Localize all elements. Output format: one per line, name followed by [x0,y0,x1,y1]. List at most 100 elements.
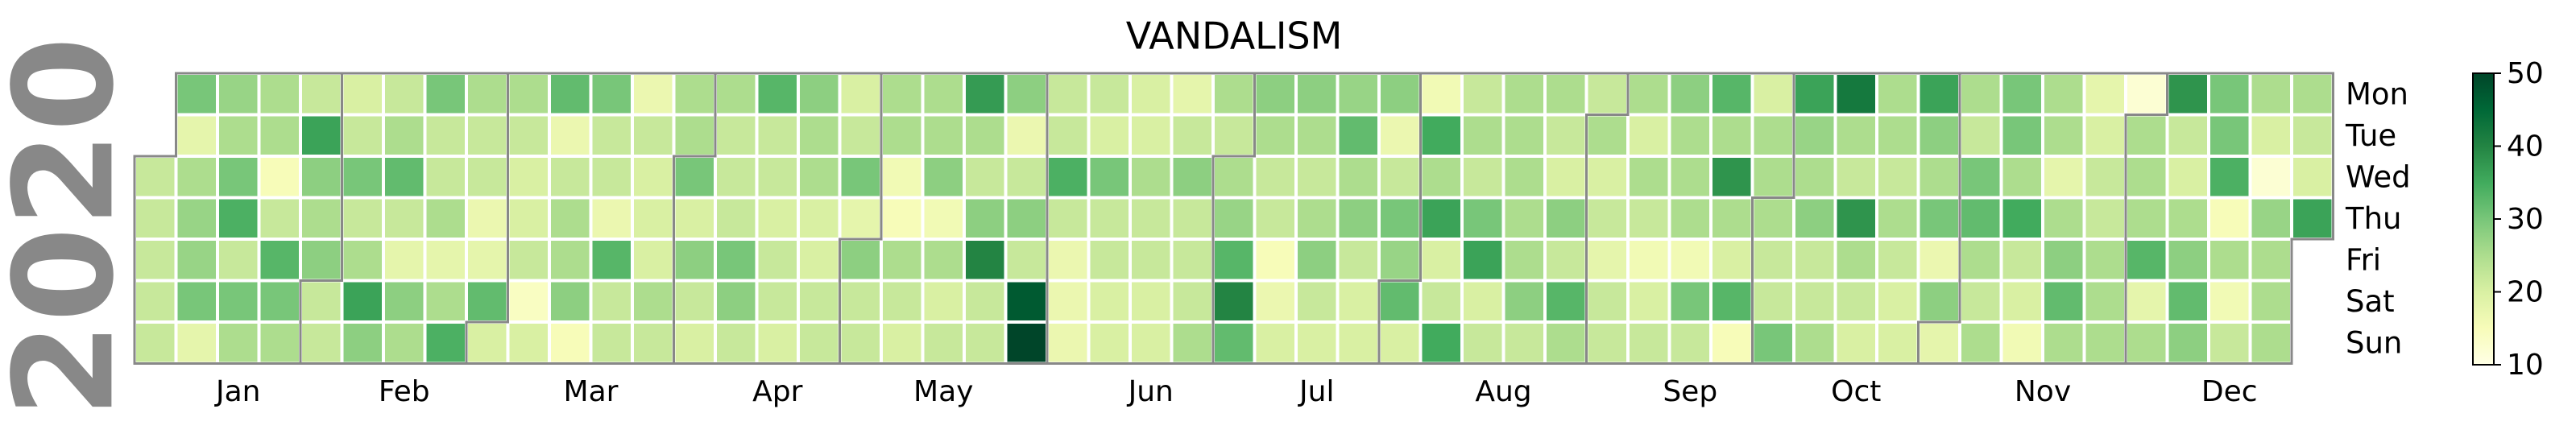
day-cell [2207,320,2252,366]
day-cell [2207,238,2252,283]
day-cell [1046,155,1091,200]
day-cell [880,279,925,324]
day-cell [797,113,842,158]
month-label: Mar [564,375,619,408]
day-cell [506,320,551,366]
day-cell [1294,238,1340,283]
day-cell [1460,279,1505,324]
day-cell [1336,155,1381,200]
day-cell [2041,113,2086,158]
day-cell [1875,196,1920,241]
day-cell [2165,113,2210,158]
day-cell [1958,320,2003,366]
day-cell [1129,196,1174,241]
day-cell [1170,238,1215,283]
month-label: Oct [1831,375,1881,408]
day-cell [2124,238,2169,283]
day-cell [1709,72,1754,117]
day-cell [963,72,1008,117]
day-cell [589,155,634,200]
day-cell [589,320,634,366]
day-cell [1916,320,1961,366]
day-cell [755,155,800,200]
day-cell [2207,196,2252,241]
day-cell [1253,320,1298,366]
day-cell [1958,279,2003,324]
day-cell [714,279,759,324]
month-label: Jul [1298,375,1334,408]
day-cell [1999,320,2044,366]
day-cell [257,320,302,366]
day-cell [465,238,510,283]
day-cell [672,113,717,158]
day-cell [548,279,593,324]
month-label: Dec [2201,375,2258,408]
day-cell [423,72,468,117]
day-cell [589,113,634,158]
day-cell [1501,155,1547,200]
day-cell [1294,113,1340,158]
day-cell [880,196,925,241]
day-cell [1129,279,1174,324]
day-cell [1211,238,1257,283]
day-cell [1129,113,1174,158]
day-cell [1750,320,1795,366]
day-cell [1046,320,1091,366]
day-cell [1211,113,1257,158]
day-cell [1336,72,1381,117]
day-cell [797,155,842,200]
day-cell [1501,279,1547,324]
day-cell [1170,279,1215,324]
day-cell [1087,113,1132,158]
day-cell [1129,320,1174,366]
day-cell [714,196,759,241]
day-cell [1211,279,1257,324]
month-label: Feb [379,375,430,408]
day-cell [1916,238,1961,283]
day-cell [755,320,800,366]
day-cell [423,113,468,158]
day-cell [589,72,634,117]
day-cell [1875,113,1920,158]
day-cell [1087,320,1132,366]
day-cell [506,155,551,200]
day-cell [1253,113,1298,158]
day-cell [1294,72,1340,117]
day-cell [1501,196,1547,241]
month-label: Jun [1127,375,1174,408]
day-cell [1667,238,1713,283]
day-cell [216,320,261,366]
day-cell [1211,196,1257,241]
day-cell [257,113,302,158]
day-cell [1833,196,1878,241]
day-cell [257,155,302,200]
day-cell [1543,72,1588,117]
weekday-label: Mon [2346,76,2408,111]
day-cell [1667,196,1713,241]
day-cell [838,279,883,324]
day-cell [1584,238,1630,283]
day-cell [299,320,344,366]
day-cell [1501,320,1547,366]
weekday-label: Sun [2346,325,2402,360]
day-cell [506,113,551,158]
day-cell [382,196,427,241]
day-cell [1501,238,1547,283]
day-cell [1916,113,1961,158]
weekday-label: Thu [2345,201,2402,236]
day-cell [1336,279,1381,324]
day-cell [1336,113,1381,158]
day-cell [2290,196,2335,241]
day-cell [2248,155,2293,200]
day-cell [2165,155,2210,200]
day-cell [506,196,551,241]
day-cell [1584,320,1630,366]
day-cell [1626,72,1671,117]
day-cell [382,155,427,200]
day-cell [1750,238,1795,283]
day-cell [1543,196,1588,241]
day-cell [2207,279,2252,324]
day-cell [1999,196,2044,241]
day-cell [2124,279,2169,324]
day-cell [423,320,468,366]
